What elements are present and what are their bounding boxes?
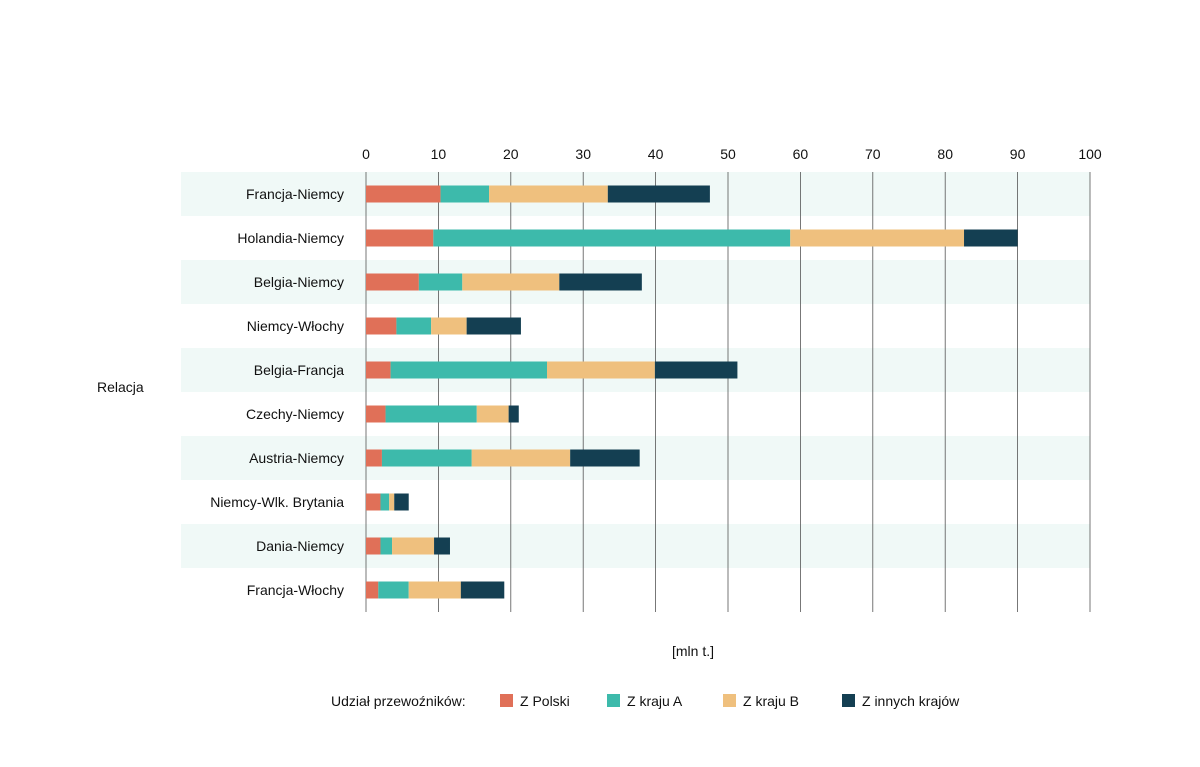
x-tick-label: 100 (1078, 146, 1102, 162)
x-tick-label: 0 (362, 146, 370, 162)
bar-segment (366, 229, 434, 247)
bar-segment (440, 185, 490, 203)
bar-segment (392, 537, 435, 555)
category-label: Francja-Włochy (247, 582, 344, 598)
row-band (181, 524, 1090, 568)
legend: Udział przewoźników: Z Polski Z kraju A Z … (331, 693, 960, 709)
x-tick-label: 20 (503, 146, 519, 162)
legend-entry: Z Polski (520, 693, 570, 709)
legend-entry: Z kraju B (743, 693, 799, 709)
legend-swatch (607, 694, 620, 707)
category-label: Holandia-Niemcy (237, 230, 344, 246)
bar-segment (790, 229, 965, 247)
bar-segment (408, 581, 461, 599)
bar-segment (489, 185, 608, 203)
bar-segment (390, 361, 547, 379)
bar-segment (394, 493, 409, 511)
legend-entry: Z innych krajów (862, 693, 960, 709)
x-tick-label: 70 (865, 146, 881, 162)
category-label: Czechy-Niemcy (246, 406, 344, 422)
bar-segment (366, 493, 381, 511)
bar-segment (396, 317, 432, 335)
bar-segment (385, 405, 477, 423)
category-label: Niemcy-Włochy (247, 318, 344, 334)
category-label: Belgia-Niemcy (254, 274, 344, 290)
x-unit-label: [mln t.] (672, 643, 714, 659)
legend-swatch (842, 694, 855, 707)
bar-segment (433, 229, 791, 247)
bar-segment (431, 317, 467, 335)
category-label: Francja-Niemcy (246, 186, 344, 202)
bar-segment (547, 361, 655, 379)
bar-segment (607, 185, 710, 203)
bar-segment (418, 273, 463, 291)
bar-segment (366, 405, 386, 423)
legend-swatch (723, 694, 736, 707)
y-axis-title: Relacja (97, 379, 144, 395)
legend-title: Udział przewoźników: (331, 693, 466, 709)
legend-swatch (500, 694, 513, 707)
category-label: Belgia-Francja (254, 362, 344, 378)
x-tick-label: 80 (937, 146, 953, 162)
bar-segment (378, 581, 409, 599)
category-label: Austria-Niemcy (249, 450, 344, 466)
bar-segment (366, 317, 397, 335)
bar-segment (559, 273, 642, 291)
category-label: Dania-Niemcy (256, 538, 344, 554)
bar-segment (466, 317, 521, 335)
bar-segment (964, 229, 1018, 247)
category-label: Niemcy-Wlk. Brytania (210, 494, 344, 510)
x-tick-label: 40 (648, 146, 664, 162)
x-tick-label: 60 (793, 146, 809, 162)
bar-segment (366, 449, 382, 467)
bar-segment (654, 361, 738, 379)
bar-segment (508, 405, 519, 423)
bars (366, 185, 1018, 599)
legend-entry: Z kraju A (627, 693, 683, 709)
bar-segment (380, 537, 393, 555)
bar-segment (366, 185, 441, 203)
x-tick-labels: 0 10 20 30 40 50 60 70 80 90 100 (362, 146, 1102, 162)
bar-segment (434, 537, 450, 555)
x-tick-label: 90 (1010, 146, 1026, 162)
bar-segment (389, 493, 395, 511)
bar-segment (462, 273, 560, 291)
category-labels: Francja-Niemcy Holandia-Niemcy Belgia-Niem… (210, 186, 344, 598)
x-tick-label: 10 (431, 146, 447, 162)
bar-segment (460, 581, 505, 599)
bar-segment (366, 537, 381, 555)
x-tick-label: 50 (720, 146, 736, 162)
bar-segment (366, 361, 391, 379)
bar-segment (366, 273, 419, 291)
bar-segment (471, 449, 571, 467)
bar-segment (366, 581, 379, 599)
bar-segment (381, 449, 472, 467)
bar-segment (570, 449, 640, 467)
x-tick-label: 30 (575, 146, 591, 162)
bar-segment (380, 493, 390, 511)
bar-segment (476, 405, 509, 423)
